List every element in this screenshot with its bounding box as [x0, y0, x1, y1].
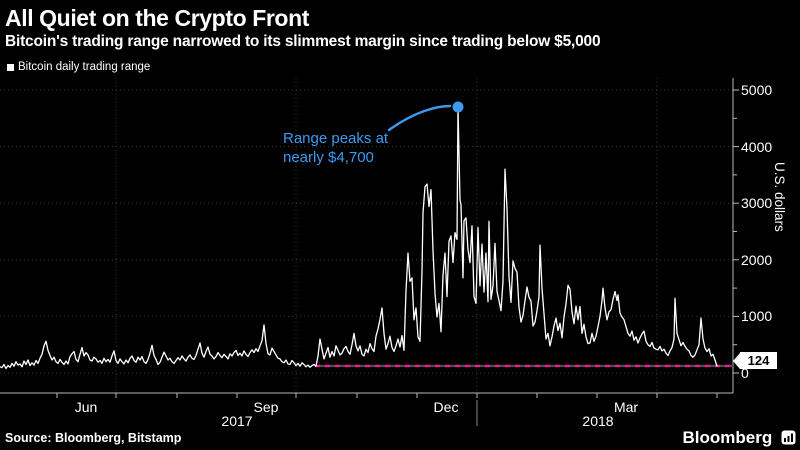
legend-square-marker-icon — [7, 63, 14, 71]
x-year-label-2018: 2018 — [582, 413, 614, 429]
bloomberg-wordmark: Bloomberg — [682, 428, 773, 447]
x-month-label-mar: Mar — [613, 399, 639, 415]
bloomberg-logo: Bloomberg — [0, 428, 796, 450]
source-credit: Source: Bloomberg, Bitstamp — [5, 431, 182, 445]
last-value-badge: 124 — [740, 352, 777, 369]
peak-annotation-line1: Range peaks at — [283, 130, 389, 147]
page-title: All Quiet on the Crypto Front — [5, 5, 309, 31]
last-value-badge-text: 124 — [747, 353, 770, 368]
y-axis-title: U.S. dollars — [772, 162, 787, 232]
peak-annotation-line2: nearly $4,700 — [283, 149, 374, 166]
peak-annotation: Range peaks at nearly $4,700 — [283, 129, 388, 167]
bloomberg-terminal-icon — [781, 430, 796, 450]
x-year-label-2017: 2017 — [221, 413, 253, 429]
x-month-label-jun: Jun — [74, 399, 98, 415]
x-month-label-dec: Dec — [433, 399, 459, 415]
x-month-label-sep: Sep — [253, 399, 279, 415]
y-tick-label-3000: 3000 — [741, 195, 773, 212]
chart-subtitle: Bitcoin's trading range narrowed to its … — [5, 33, 601, 50]
y-tick-label-2000: 2000 — [741, 251, 773, 268]
y-tick-label-4000: 4000 — [741, 138, 773, 155]
y-tick-label-0: 0 — [741, 365, 749, 381]
legend: Bitcoin daily trading range — [7, 61, 150, 73]
legend-label: Bitcoin daily trading range — [18, 61, 151, 73]
y-tick-label-5000: 5000 — [741, 82, 773, 98]
y-tick-label-1000: 1000 — [741, 308, 773, 325]
